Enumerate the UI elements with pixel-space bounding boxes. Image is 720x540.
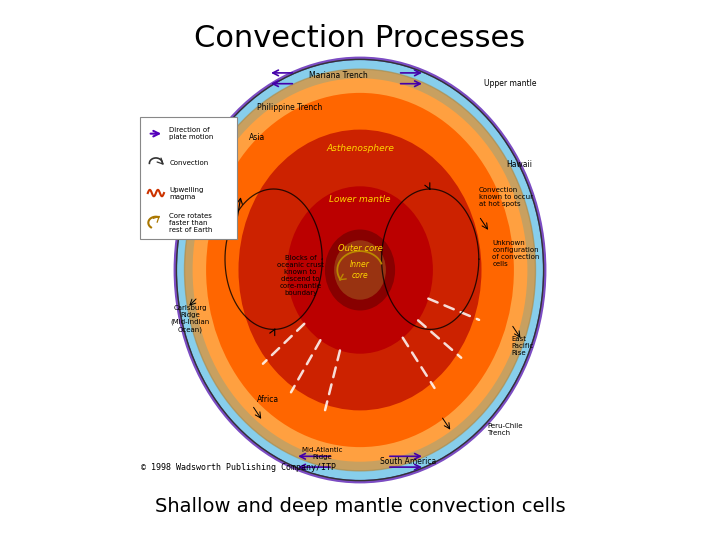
Text: Mariana Trench: Mariana Trench <box>309 71 368 80</box>
Ellipse shape <box>325 230 395 310</box>
Text: East
Pacific
Rise: East Pacific Rise <box>511 335 534 356</box>
Text: Philippine Trench: Philippine Trench <box>257 104 323 112</box>
Text: Lower mantle: Lower mantle <box>329 195 391 204</box>
Text: Convection: Convection <box>169 160 209 166</box>
Text: Peru-Chile
Trench: Peru-Chile Trench <box>487 423 523 436</box>
Text: Convection Processes: Convection Processes <box>194 24 526 53</box>
Ellipse shape <box>238 130 482 410</box>
Ellipse shape <box>287 186 433 354</box>
Text: Mid-Atlantic
Ridge: Mid-Atlantic Ridge <box>302 447 343 460</box>
Text: Hawaii: Hawaii <box>505 160 532 169</box>
Text: Upwelling
magma: Upwelling magma <box>169 186 204 200</box>
Text: Asia: Asia <box>249 133 266 142</box>
Ellipse shape <box>176 59 544 481</box>
Text: Africa: Africa <box>257 395 279 404</box>
FancyBboxPatch shape <box>140 117 238 239</box>
Text: © 1998 Wadsworth Publishing Company/ITP: © 1998 Wadsworth Publishing Company/ITP <box>141 463 336 472</box>
Text: South America: South America <box>380 457 437 466</box>
Text: Upper mantle: Upper mantle <box>484 79 536 88</box>
Text: Blocks of
oceanic crust
known to
descend to
core-mantle
boundary: Blocks of oceanic crust known to descend… <box>277 255 324 296</box>
Text: Unknown
configuration
of convection
cells: Unknown configuration of convection cell… <box>492 240 540 267</box>
Text: Inner
core: Inner core <box>350 260 370 280</box>
Ellipse shape <box>206 93 514 447</box>
Text: Convection
known to occur
at hot spots: Convection known to occur at hot spots <box>479 187 533 207</box>
Text: Asthenosphere: Asthenosphere <box>326 144 394 153</box>
Text: Core rotates
faster than
rest of Earth: Core rotates faster than rest of Earth <box>169 213 212 233</box>
Ellipse shape <box>193 78 527 462</box>
Text: Shallow and deep mantle convection cells: Shallow and deep mantle convection cells <box>155 497 565 516</box>
Text: Carlsburg
Ridge
(Mid-Indian
Ocean): Carlsburg Ridge (Mid-Indian Ocean) <box>170 305 210 333</box>
Text: Direction of
plate motion: Direction of plate motion <box>169 127 214 140</box>
Ellipse shape <box>184 69 536 471</box>
Text: Outer core: Outer core <box>338 244 382 253</box>
Ellipse shape <box>334 240 386 300</box>
